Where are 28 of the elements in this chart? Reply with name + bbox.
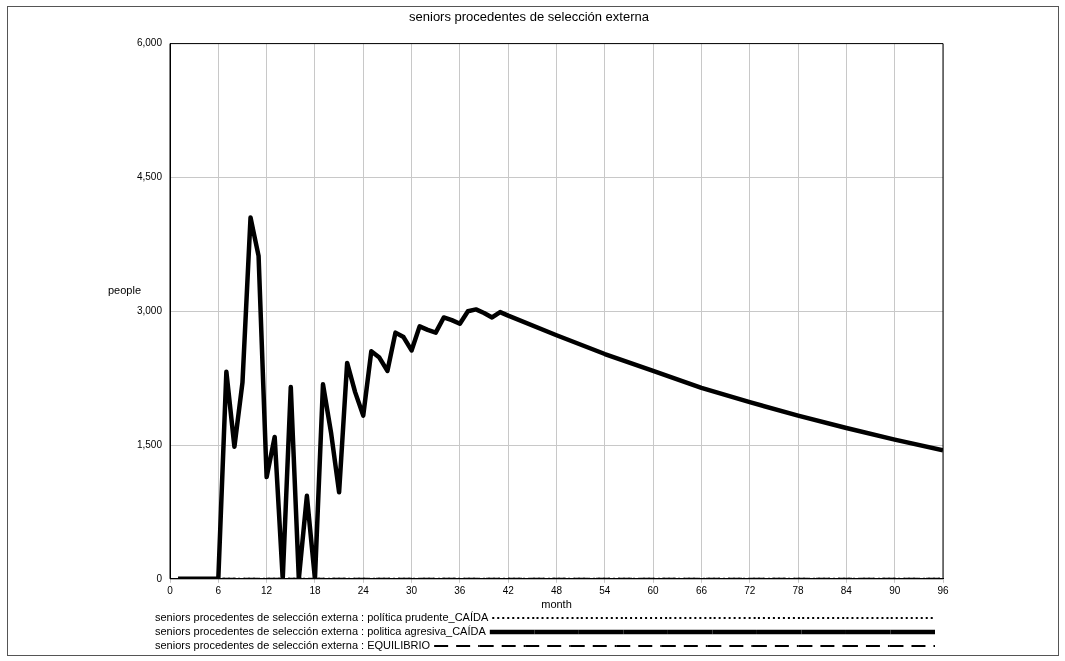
x-tick-label: 96	[937, 584, 949, 596]
x-tick-label: 72	[744, 584, 756, 596]
x-tick-label: 90	[889, 584, 901, 596]
x-tick-label: 30	[406, 584, 418, 596]
x-tick-label: 66	[695, 584, 708, 596]
y-axis-title: people	[108, 284, 142, 297]
x-tick-label: 54	[599, 584, 611, 596]
x-tick-label: 36	[454, 584, 466, 596]
x-tick-label: 48	[550, 584, 563, 596]
x-tick-label: 6	[215, 584, 222, 596]
y-tick-label: 6,000	[136, 37, 163, 49]
y-tick-label: 4,500	[136, 171, 163, 183]
x-tick-label: 78	[792, 584, 805, 596]
legend-label: seniors procedentes de selección externa : politica agresiva_CAÍDA	[155, 625, 487, 638]
legend-label: seniors procedentes de selección externa : política prudente_CAÍDA	[155, 611, 489, 624]
x-tick-label: 24	[357, 584, 370, 596]
x-tick-label: 0	[167, 584, 174, 596]
x-tick-label: 60	[647, 584, 660, 596]
x-tick-label: 18	[309, 584, 321, 596]
x-tick-label: 42	[502, 584, 515, 596]
x-tick-label: 84	[840, 584, 853, 596]
y-tick-label: 3,000	[136, 304, 163, 316]
x-axis-title: month	[541, 598, 572, 611]
y-tick-label: 0	[156, 572, 163, 584]
chart-title: seniors procedentes de selección externa	[409, 9, 650, 25]
y-tick-label: 1,500	[136, 438, 163, 450]
legend-label: seniors procedentes de selección externa : EQUILIBRIO	[155, 639, 431, 652]
x-tick-label: 12	[261, 584, 273, 596]
